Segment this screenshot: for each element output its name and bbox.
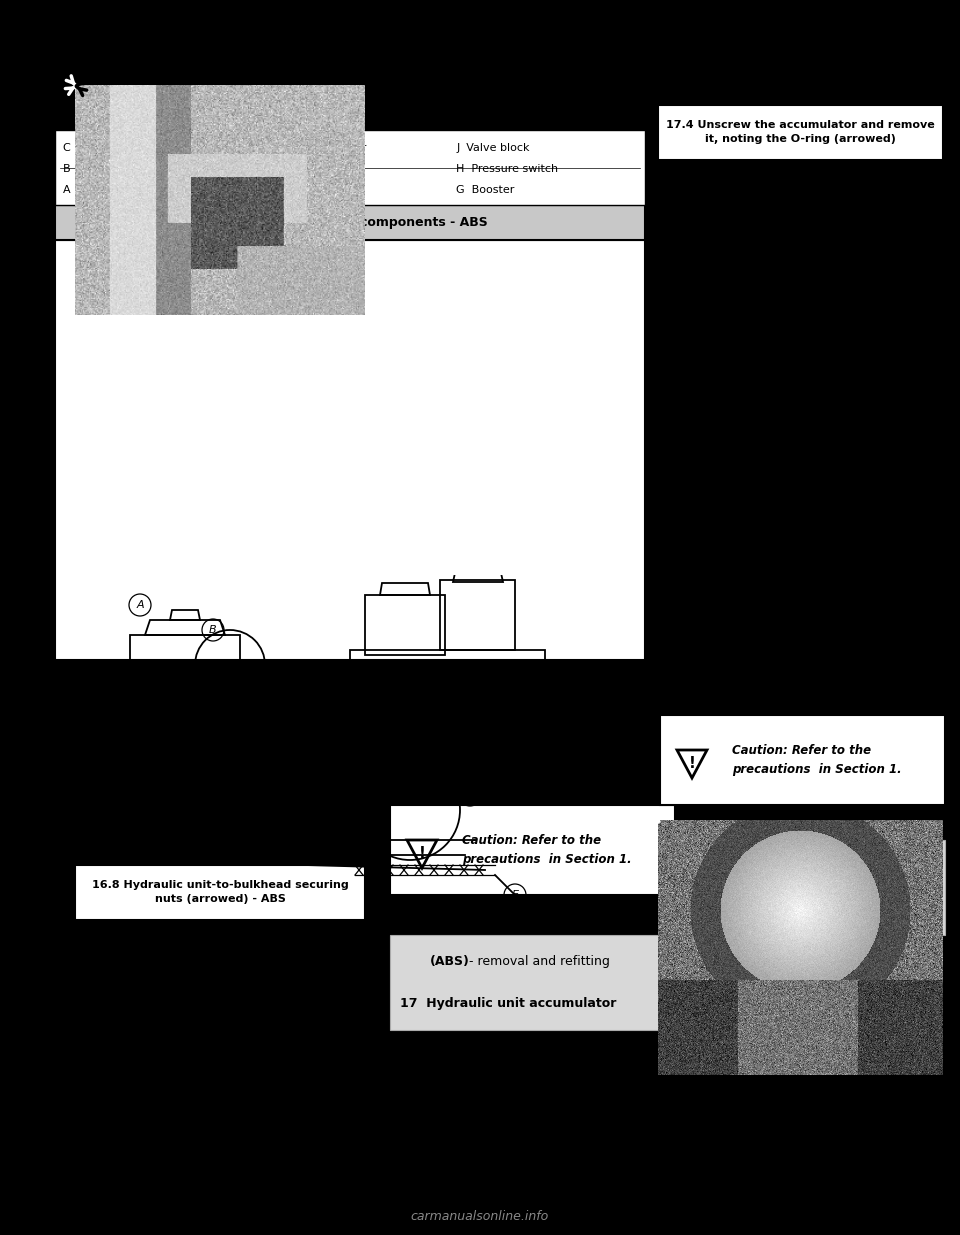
FancyBboxPatch shape <box>658 105 943 161</box>
Text: B: B <box>209 625 217 635</box>
Text: G: G <box>296 781 304 790</box>
Text: C: C <box>591 685 599 695</box>
Text: D: D <box>596 725 604 735</box>
Text: (ABS): (ABS) <box>700 860 740 873</box>
Text: A: A <box>136 600 144 610</box>
Text: D  Master cylinder: D Master cylinder <box>259 185 362 195</box>
Text: Caution: Refer to the
precautions  in Section 1.: Caution: Refer to the precautions in Sec… <box>462 834 632 866</box>
FancyBboxPatch shape <box>390 935 675 1030</box>
FancyBboxPatch shape <box>660 840 945 935</box>
Polygon shape <box>407 840 437 868</box>
Text: !: ! <box>688 757 695 772</box>
Text: 17.4 Unscrew the accumulator and remove
it, noting the O-ring (arrowed): 17.4 Unscrew the accumulator and remove … <box>666 121 935 144</box>
Text: 16.8 Hydraulic unit-to-bulkhead securing
nuts (arrowed) - ABS: 16.8 Hydraulic unit-to-bulkhead securing… <box>91 881 348 904</box>
Text: C  Main valve: C Main valve <box>63 143 138 153</box>
FancyBboxPatch shape <box>75 864 365 920</box>
Text: F  Pump and motor: F Pump and motor <box>259 143 366 153</box>
Text: H: H <box>375 785 384 795</box>
Text: J: J <box>77 715 80 725</box>
Text: - removal and refitting: - removal and refitting <box>735 860 880 873</box>
FancyBboxPatch shape <box>55 205 645 240</box>
Text: E  Pushrod: E Pushrod <box>259 164 319 174</box>
Text: F: F <box>467 790 473 800</box>
Polygon shape <box>677 750 707 778</box>
Text: 18  Hydraulic unit pump and motor: 18 Hydraulic unit pump and motor <box>670 902 916 915</box>
FancyBboxPatch shape <box>660 715 945 805</box>
Text: Caution: Refer to the
precautions  in Section 1.: Caution: Refer to the precautions in Sec… <box>732 743 901 776</box>
FancyBboxPatch shape <box>55 130 645 205</box>
Text: E: E <box>512 890 518 900</box>
Text: 16.11 Hydraulic unit components - ABS: 16.11 Hydraulic unit components - ABS <box>212 216 488 228</box>
Text: G  Booster: G Booster <box>456 185 515 195</box>
Text: H  Pressure switch: H Pressure switch <box>456 164 559 174</box>
Text: 17  Hydraulic unit accumulator: 17 Hydraulic unit accumulator <box>400 997 616 1010</box>
Text: B  Accumulator: B Accumulator <box>63 164 148 174</box>
FancyBboxPatch shape <box>390 805 675 895</box>
Text: !: ! <box>419 846 425 862</box>
Text: A  Fluid reservoir: A Fluid reservoir <box>63 185 157 195</box>
Text: - removal and refitting: - removal and refitting <box>465 955 610 968</box>
Text: carmanualsonline.info: carmanualsonline.info <box>411 1210 549 1224</box>
Text: (ABS): (ABS) <box>430 955 469 968</box>
FancyBboxPatch shape <box>55 240 645 659</box>
Text: J  Valve block: J Valve block <box>456 143 530 153</box>
